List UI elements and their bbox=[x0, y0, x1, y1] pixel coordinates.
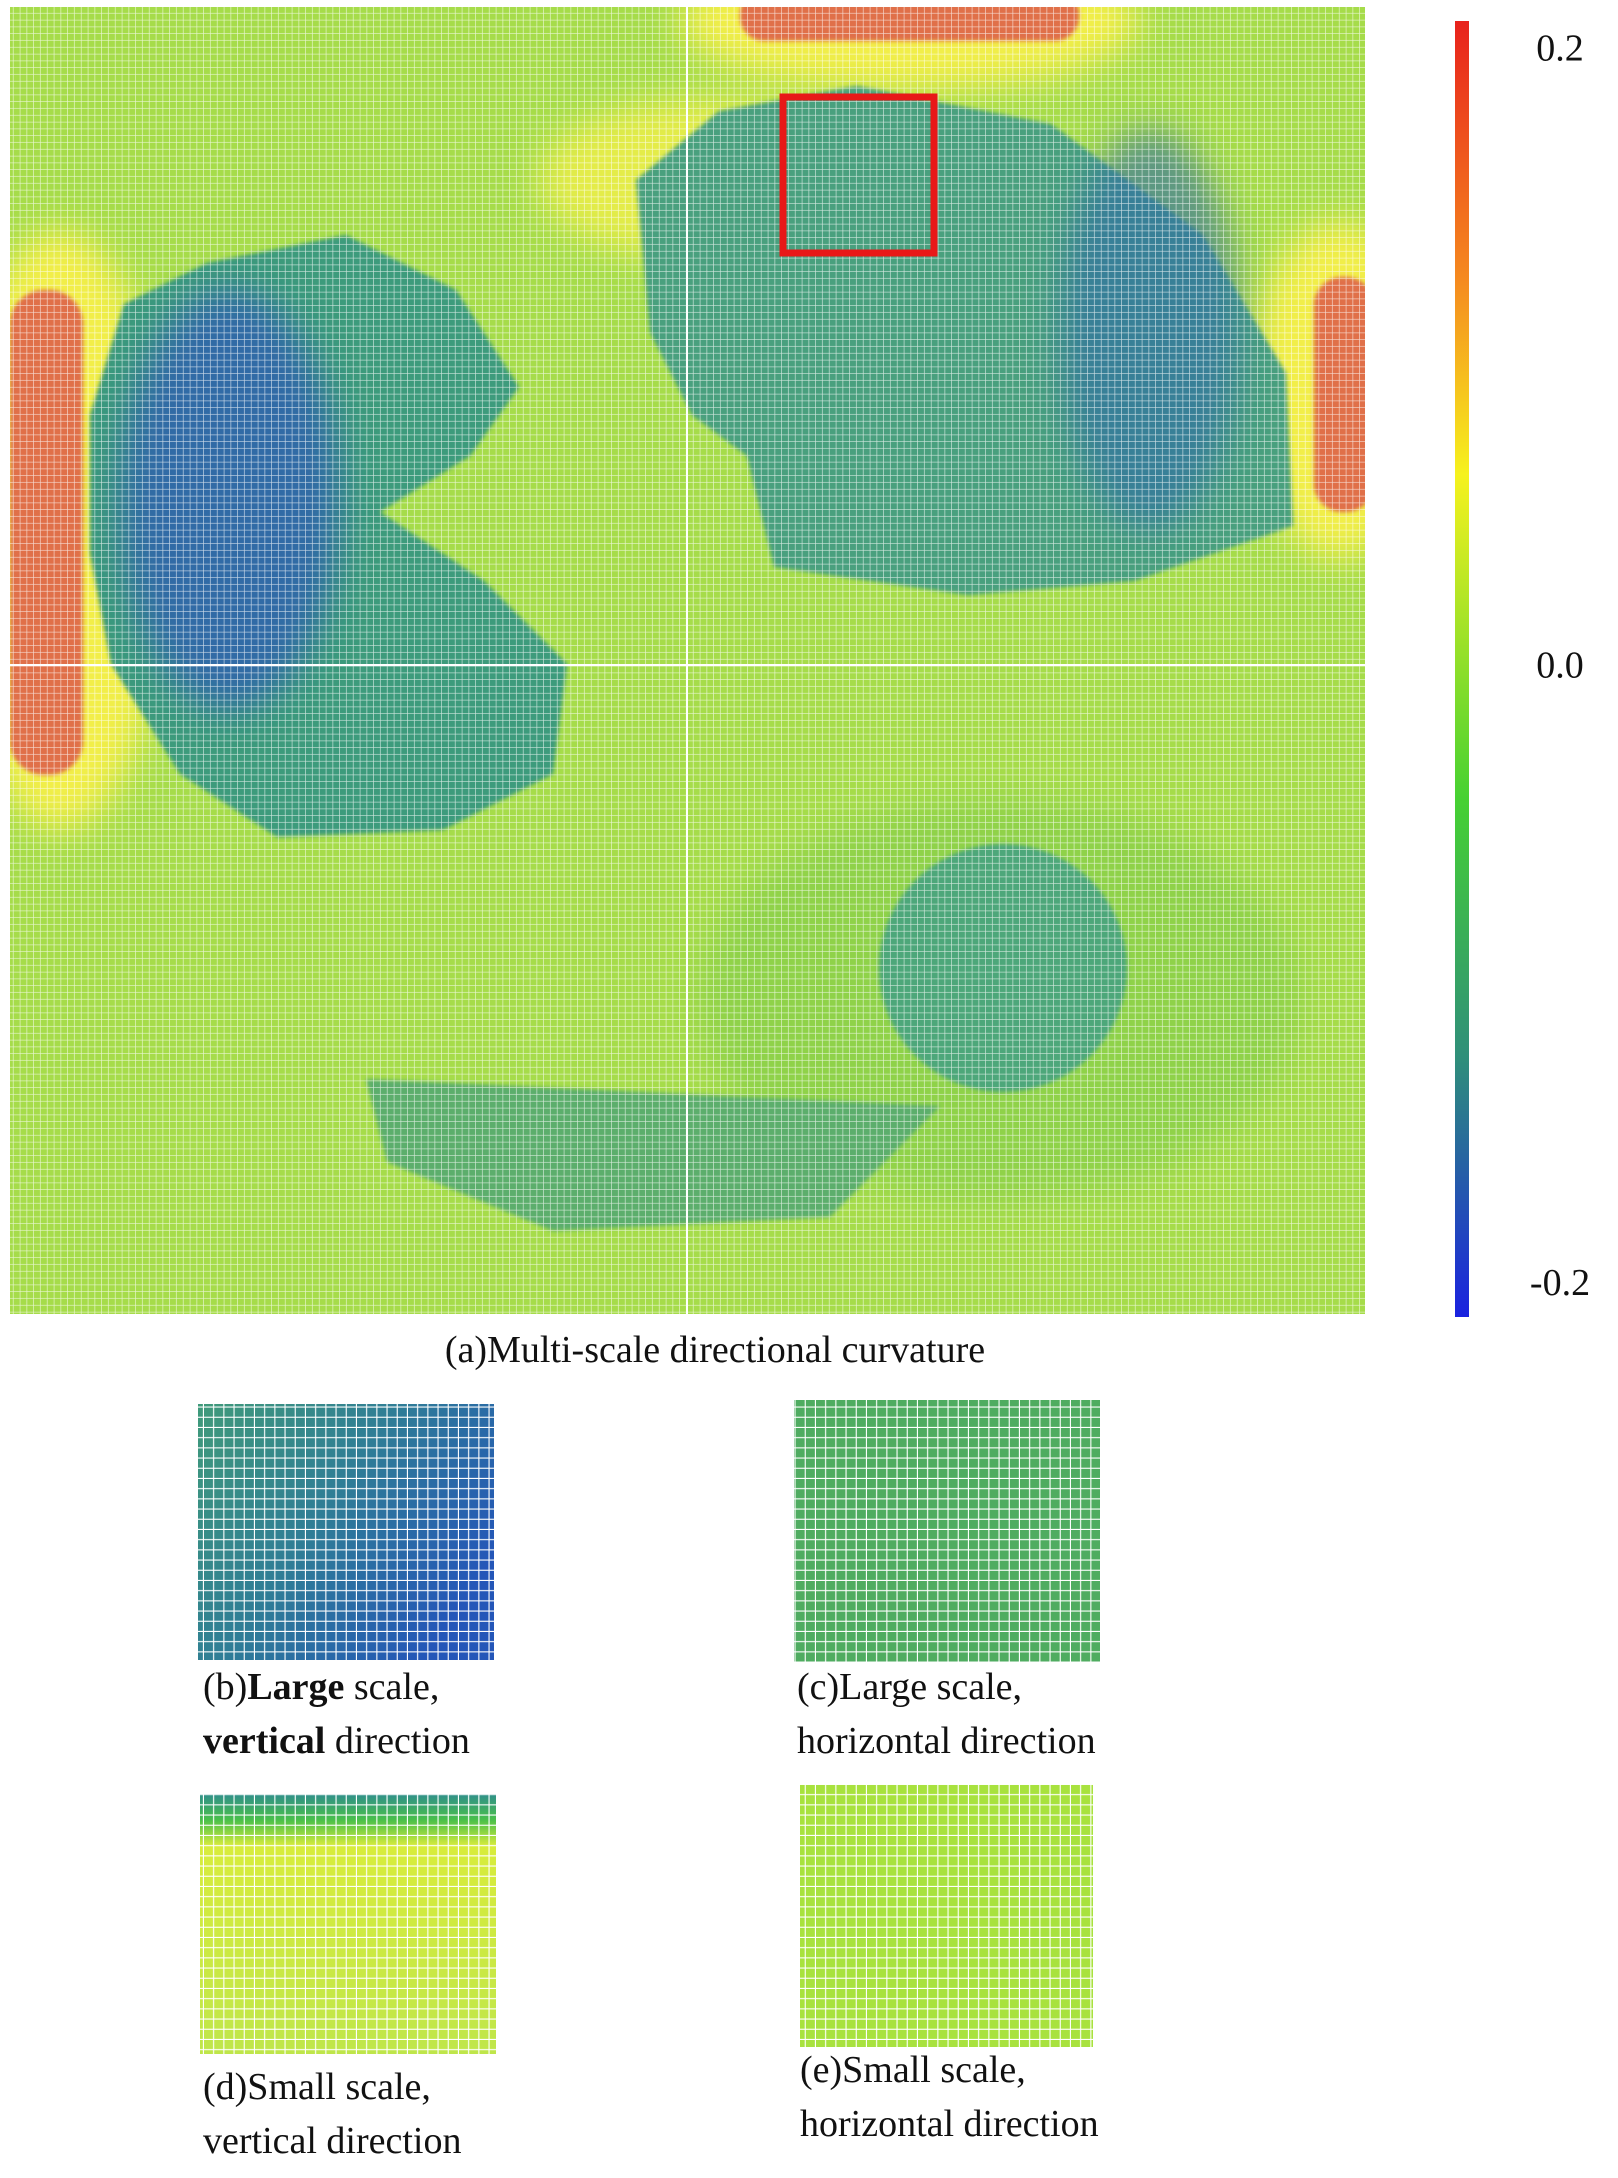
caption-run: horizontal direction bbox=[800, 2103, 1099, 2145]
caption-line: vertical direction bbox=[203, 2120, 462, 2162]
caption-run: direction bbox=[325, 1720, 470, 1762]
caption-run: (b) bbox=[203, 1666, 247, 1708]
highlight-box bbox=[779, 93, 938, 257]
curvature-map bbox=[10, 7, 1365, 1314]
caption-run: (a)Multi-scale directional curvature bbox=[445, 1329, 985, 1371]
panel-e bbox=[800, 1784, 1093, 2047]
caption-line: (e)Small scale, bbox=[800, 2049, 1026, 2091]
caption-run: scale, bbox=[344, 1666, 439, 1708]
caption-run: horizontal direction bbox=[797, 1720, 1096, 1762]
caption-line: (c)Large scale, bbox=[797, 1666, 1022, 1708]
caption-run: Large bbox=[247, 1666, 344, 1708]
caption-line: (b)Large scale, bbox=[203, 1666, 439, 1708]
panel-b bbox=[198, 1404, 494, 1660]
caption-line: horizontal direction bbox=[800, 2103, 1099, 2145]
colorbar-tick-label: -0.2 bbox=[1530, 1262, 1590, 1304]
caption-run: vertical bbox=[203, 1720, 325, 1762]
caption-line: (a)Multi-scale directional curvature bbox=[445, 1329, 985, 1371]
caption-run: (d)Small scale, bbox=[203, 2066, 431, 2108]
colorbar bbox=[1455, 21, 1469, 1317]
caption-run: vertical direction bbox=[203, 2120, 462, 2162]
panel-d bbox=[200, 1794, 496, 2054]
caption-run: (e)Small scale, bbox=[800, 2049, 1026, 2091]
colorbar-tick-label: 0.0 bbox=[1536, 645, 1584, 687]
caption-run: (c)Large scale, bbox=[797, 1666, 1022, 1708]
caption-line: horizontal direction bbox=[797, 1720, 1096, 1762]
caption-line: (d)Small scale, bbox=[203, 2066, 431, 2108]
panel-c bbox=[794, 1400, 1100, 1662]
caption-line: vertical direction bbox=[203, 1720, 470, 1762]
colorbar-tick-label: 0.2 bbox=[1536, 28, 1584, 70]
